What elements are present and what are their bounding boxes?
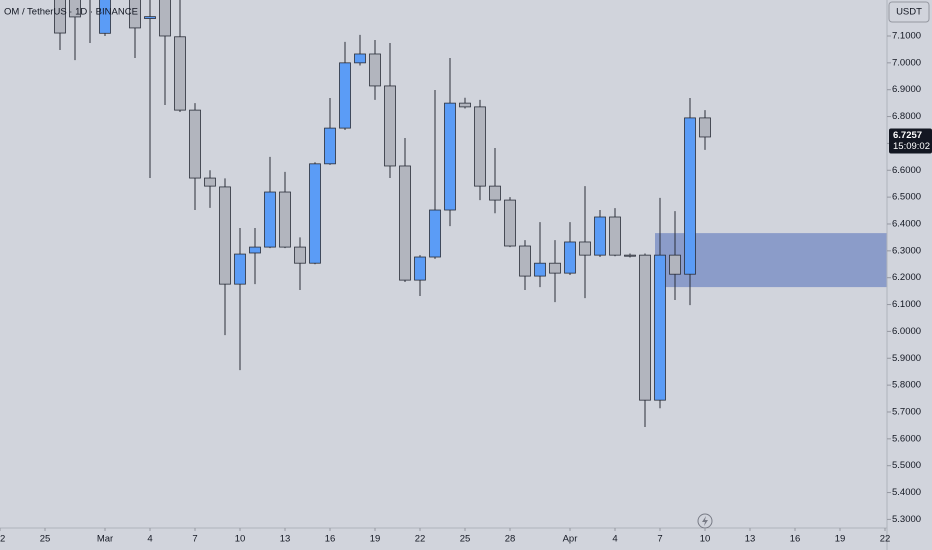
candle-body bbox=[129, 0, 141, 29]
x-tick-label: 25 bbox=[40, 534, 51, 545]
plot-area bbox=[54, 0, 887, 428]
candle-body bbox=[369, 53, 381, 87]
candle-body bbox=[489, 185, 501, 201]
x-tick-label: 22 bbox=[0, 534, 5, 545]
candle-body bbox=[54, 0, 66, 34]
y-tick-label: 5.6000 bbox=[892, 433, 921, 444]
x-tick-label: 22 bbox=[880, 534, 891, 545]
currency-label[interactable]: USDT bbox=[896, 7, 922, 18]
candle-body bbox=[324, 127, 336, 165]
x-tick-label: 28 bbox=[505, 534, 516, 545]
candle-body bbox=[384, 85, 396, 167]
y-tick-label: 7.1000 bbox=[892, 31, 921, 42]
candle-body bbox=[669, 254, 681, 275]
x-tick-label: 10 bbox=[235, 534, 246, 545]
x-tick-label: 7 bbox=[657, 534, 662, 545]
candle-body bbox=[564, 241, 576, 274]
x-tick-label: 16 bbox=[790, 534, 801, 545]
last-price-box bbox=[889, 128, 932, 154]
y-tick-label: 6.9000 bbox=[892, 84, 921, 95]
candle-body bbox=[414, 256, 426, 281]
candle-body bbox=[609, 216, 621, 256]
countdown-label: 15:09:02 bbox=[893, 141, 930, 152]
candle-body bbox=[549, 262, 561, 274]
candle-body bbox=[624, 254, 636, 257]
candle-body bbox=[639, 254, 651, 401]
y-tick-label: 5.3000 bbox=[892, 514, 921, 525]
y-tick-label: 6.0000 bbox=[892, 326, 921, 337]
y-tick-label: 6.1000 bbox=[892, 299, 921, 310]
candle-body bbox=[69, 0, 81, 18]
candle-body bbox=[429, 209, 441, 258]
x-tick-label: 19 bbox=[835, 534, 846, 545]
candle-body bbox=[444, 102, 456, 211]
candle-body bbox=[279, 191, 291, 248]
candle-body bbox=[654, 254, 666, 401]
y-tick-label: 5.5000 bbox=[892, 460, 921, 471]
candle-body bbox=[684, 117, 696, 275]
candle-body bbox=[249, 246, 261, 254]
candle-body bbox=[474, 106, 486, 187]
x-tick-label: 4 bbox=[147, 534, 152, 545]
x-tick-label: 16 bbox=[325, 534, 336, 545]
y-tick-label: 5.7000 bbox=[892, 406, 921, 417]
y-tick-label: 5.4000 bbox=[892, 487, 921, 498]
candle-body bbox=[99, 0, 111, 34]
candle-body bbox=[294, 246, 306, 264]
y-tick-label: 6.3000 bbox=[892, 245, 921, 256]
x-tick-label: Mar bbox=[97, 534, 113, 545]
chart-title: OM / TetherUS · 1D · BINANCE bbox=[4, 7, 138, 18]
y-tick-label: 5.9000 bbox=[892, 353, 921, 364]
candle-body bbox=[534, 262, 546, 277]
x-tick-label: Apr bbox=[563, 534, 578, 545]
candle-body bbox=[159, 0, 171, 37]
x-tick-label: 22 bbox=[415, 534, 426, 545]
x-tick-label: 7 bbox=[192, 534, 197, 545]
replay-bolt bbox=[702, 516, 708, 526]
candle-body bbox=[234, 253, 246, 285]
y-tick-label: 6.5000 bbox=[892, 192, 921, 203]
x-tick-label: 4 bbox=[612, 534, 617, 545]
x-tick-label: 25 bbox=[460, 534, 471, 545]
candle-body bbox=[579, 241, 591, 256]
candle-body bbox=[264, 191, 276, 248]
currency-box[interactable] bbox=[888, 1, 930, 23]
candle-body bbox=[699, 117, 711, 138]
x-tick-label: 10 bbox=[700, 534, 711, 545]
y-tick-label: 5.8000 bbox=[892, 380, 921, 391]
candle-body bbox=[309, 163, 321, 264]
candle-body bbox=[174, 36, 186, 111]
candle-body bbox=[219, 186, 231, 285]
y-tick-label: 7.0000 bbox=[892, 57, 921, 68]
x-tick-label: 19 bbox=[370, 534, 381, 545]
candle-body bbox=[204, 177, 216, 187]
y-tick-label: 6.6000 bbox=[892, 165, 921, 176]
candle-body bbox=[354, 53, 366, 64]
y-tick-label: 6.2000 bbox=[892, 272, 921, 283]
candle-body bbox=[504, 199, 516, 247]
x-tick-label: 13 bbox=[745, 534, 756, 545]
last-price-label: 6.7257 bbox=[893, 130, 922, 141]
candle-body bbox=[399, 165, 411, 281]
candle-body bbox=[459, 102, 471, 108]
candle-body bbox=[519, 245, 531, 277]
candle-body bbox=[189, 109, 201, 179]
x-tick-label: 13 bbox=[280, 534, 291, 545]
y-tick-label: 6.4000 bbox=[892, 218, 921, 229]
y-tick-label: 6.8000 bbox=[892, 111, 921, 122]
candle-body bbox=[594, 216, 606, 256]
candle-body bbox=[339, 62, 351, 129]
candle-body bbox=[144, 16, 156, 19]
